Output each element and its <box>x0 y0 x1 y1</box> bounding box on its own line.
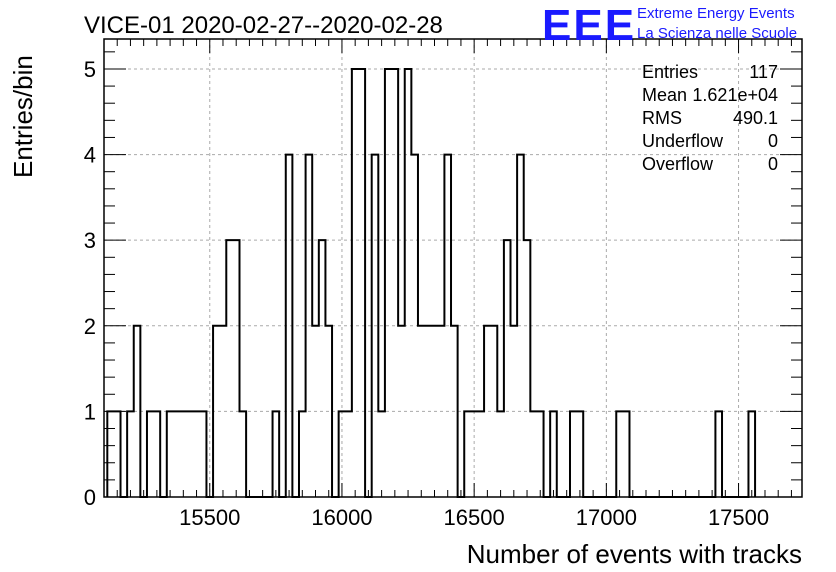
y-tick-label: 4 <box>84 143 96 168</box>
stat-label-rms: RMS <box>642 108 682 128</box>
y-tick-label: 2 <box>84 314 96 339</box>
stat-label-mean: Mean <box>642 85 687 105</box>
y-tick-label: 3 <box>84 228 96 253</box>
logo-line-1: Extreme Energy Events <box>637 5 795 22</box>
x-tick-label: 15500 <box>179 505 240 530</box>
histogram-bin <box>193 411 200 497</box>
x-axis-ticks: 15500 16000 16500 17000 17500 <box>103 39 792 530</box>
histogram-bin <box>497 411 504 497</box>
logo-line-2: La Scienza nelle Scuole <box>637 25 797 42</box>
x-tick-label: 17000 <box>576 505 637 530</box>
y-axis-label: Entries/bin <box>8 55 38 178</box>
x-tick-label: 17500 <box>708 505 769 530</box>
plot-frame <box>103 38 803 498</box>
stat-label-entries: Entries <box>642 62 698 82</box>
grid-lines <box>104 39 802 497</box>
stats-box: Entries 117 Mean 1.621e+04 RMS 490.1 Und… <box>642 62 778 174</box>
histogram-bin <box>180 411 187 497</box>
histogram-step-line <box>106 67 757 498</box>
histogram-bin <box>173 411 180 497</box>
eee-logo: EEE Extreme Energy Events La Scienza nel… <box>542 1 797 50</box>
histogram-bin <box>187 411 194 497</box>
logo-mark: EEE <box>542 1 636 50</box>
histogram-bin <box>477 411 484 497</box>
stat-value-overflow: 0 <box>768 154 778 174</box>
x-tick-label: 16500 <box>444 505 505 530</box>
stat-label-underflow: Underflow <box>642 131 724 151</box>
y-tick-label: 0 <box>84 485 96 510</box>
stat-value-entries: 117 <box>749 62 778 82</box>
y-axis-ticks: 0 1 2 3 4 5 <box>84 51 802 510</box>
stat-value-mean: 1.621e+04 <box>692 85 778 105</box>
stat-value-underflow: 0 <box>768 131 778 151</box>
histogram-bin <box>530 411 537 497</box>
y-tick-label: 5 <box>84 57 96 82</box>
stat-value-rms: 490.1 <box>733 108 778 128</box>
histogram-bin <box>378 411 385 497</box>
y-tick-label: 1 <box>84 399 96 424</box>
histogram-bin <box>345 411 352 497</box>
x-axis-label: Number of events with tracks <box>467 539 802 569</box>
stat-label-overflow: Overflow <box>642 154 714 174</box>
chart-title: VICE-01 2020-02-27--2020-02-28 <box>84 12 443 39</box>
x-tick-label: 16000 <box>311 505 372 530</box>
